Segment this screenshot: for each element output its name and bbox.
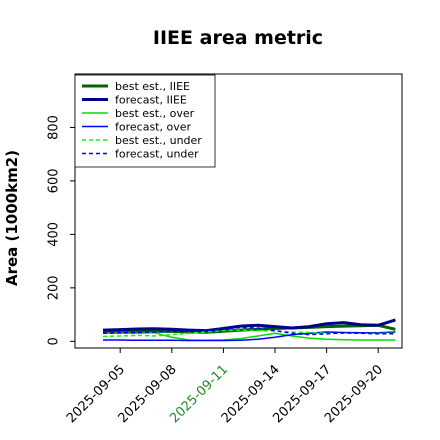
- y-tick-label: 800: [47, 115, 62, 140]
- y-tick-label: 400: [47, 222, 62, 247]
- legend-box: [74, 74, 216, 168]
- y-tick-label: 0: [47, 337, 62, 345]
- legend-label: forecast, over: [115, 121, 191, 134]
- y-tick-label: 600: [47, 169, 62, 194]
- y-axis-label: Area (1000km2): [3, 150, 21, 286]
- legend-label: forecast, under: [115, 148, 199, 161]
- plot-frame: [74, 73, 403, 349]
- series-line: [102, 318, 396, 333]
- chart-title: IIEE area metric: [153, 27, 323, 49]
- series-line: [102, 323, 396, 334]
- y-tick-label: 200: [47, 275, 62, 300]
- series-line: [103, 331, 396, 342]
- legend-label: best est., under: [115, 134, 202, 147]
- legend-label: best est., over: [115, 107, 195, 120]
- legend-label: best est., IIEE: [115, 80, 190, 93]
- legend-label: forecast, IIEE: [115, 94, 187, 107]
- series-line: [103, 332, 396, 341]
- plot-area: 02004006008002025-09-052025-09-082025-09…: [47, 73, 403, 426]
